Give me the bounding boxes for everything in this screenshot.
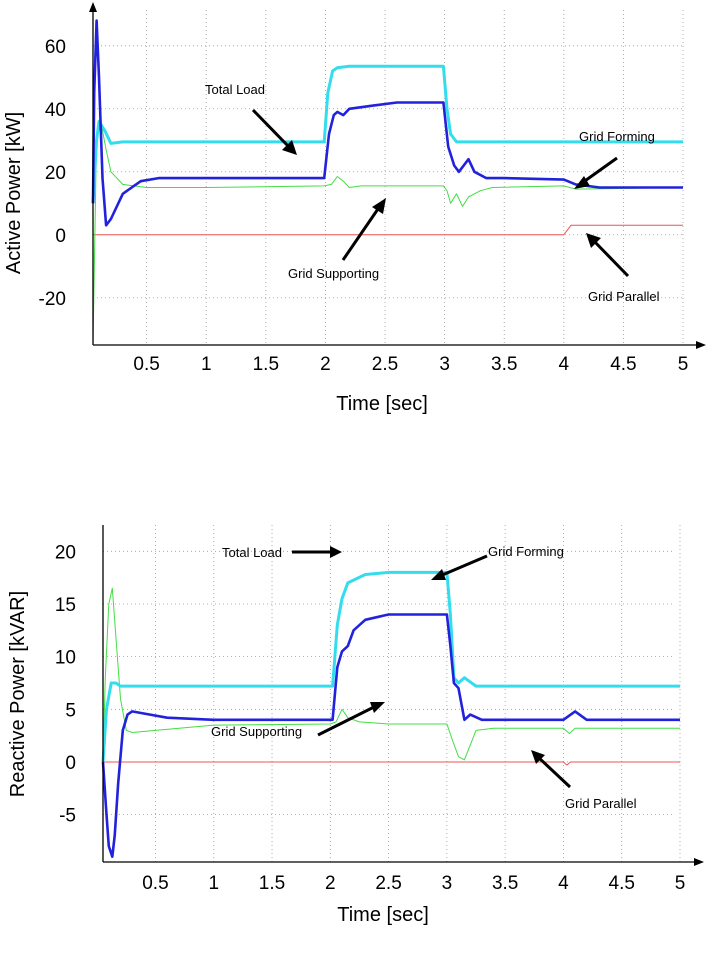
reactive-power-x-axis-arrow <box>694 858 704 866</box>
annotation-total-load: Total Load <box>222 545 282 560</box>
active-power-y-tick-label: 60 <box>45 37 66 58</box>
reactive-power-series-grid-parallel <box>103 761 680 766</box>
active-power-annotations: Total Load Grid Forming Grid Supporting … <box>205 82 660 304</box>
reactive-power-x-tick-label: 3.5 <box>492 873 518 894</box>
reactive-power-y-tick-label: 10 <box>55 648 76 669</box>
reactive-power-y-axis-label: Reactive Power [kVAR] <box>7 591 29 797</box>
active-power-series <box>91 19 684 346</box>
active-power-x-tick-label: 1 <box>201 354 212 375</box>
active-power-x-tick-label: 3.5 <box>491 354 517 375</box>
active-power-y-tick-label: 20 <box>45 163 66 184</box>
reactive-power-x-tick-label: 3 <box>442 873 453 894</box>
annotation-grid-forming: Grid Forming <box>488 544 564 559</box>
reactive-power-series-grid-forming <box>101 613 680 858</box>
annotation-grid-parallel-arrow <box>536 755 572 789</box>
reactive-power-y-tick-label: 15 <box>55 595 76 616</box>
arrowhead <box>330 546 342 558</box>
active-power-x-tick-label: 3 <box>439 354 450 375</box>
annotation-grid-forming: Grid Forming <box>579 129 655 144</box>
active-power-x-axis-label: Time [sec] <box>336 393 428 415</box>
annotation-grid-forming-arrow <box>581 156 618 185</box>
active-power-axes <box>89 2 706 349</box>
arrowhead <box>372 198 386 214</box>
active-power-x-tick-label: 2.5 <box>372 354 398 375</box>
annotation-grid-supporting-arrow <box>317 704 377 737</box>
reactive-power-x-tick-label: 4 <box>558 873 569 894</box>
annotation-grid-parallel: Grid Parallel <box>588 289 660 304</box>
active-power-series-grid-forming <box>91 19 683 227</box>
reactive-power-y-tick-label: -5 <box>59 806 76 827</box>
annotation-grid-supporting-arrow <box>341 205 382 261</box>
arrowhead <box>574 176 590 189</box>
reactive-power-chart: 0.5 1 1.5 2 2.5 3 3.5 4 4.5 5 20 15 10 5 0 -5 Time [se… <box>7 525 704 926</box>
active-power-x-tick-label: 4 <box>559 354 570 375</box>
reactive-power-x-axis-label: Time [sec] <box>337 904 429 926</box>
annotation-total-load: Total Load <box>205 82 265 97</box>
active-power-x-tick-label: 1.5 <box>253 354 279 375</box>
reactive-power-y-tick-label: 5 <box>65 700 76 721</box>
reactive-power-x-tick-label: 5 <box>675 873 686 894</box>
active-power-y-axis-arrow <box>89 2 97 12</box>
reactive-power-x-tick-labels: 0.5 1 1.5 2 2.5 3 3.5 4 4.5 5 <box>142 873 685 894</box>
annotation-grid-parallel: Grid Parallel <box>565 796 637 811</box>
active-power-x-tick-label: 5 <box>678 354 689 375</box>
reactive-power-series <box>101 570 680 858</box>
annotation-grid-forming-arrow <box>439 554 488 578</box>
reactive-power-y-tick-label: 20 <box>55 542 76 563</box>
annotation-total-load-arrow <box>251 108 292 150</box>
reactive-power-gridlines <box>103 525 681 862</box>
active-power-series-grid-parallel <box>93 224 683 236</box>
reactive-power-x-tick-label: 1 <box>208 873 219 894</box>
reactive-power-x-tick-label: 1.5 <box>259 873 285 894</box>
active-power-x-tick-label: 2 <box>320 354 331 375</box>
arrowhead <box>282 140 297 155</box>
active-power-chart: 0.5 1 1.5 2 2.5 3 3.5 4 4.5 5 60 40 20 0 -20 Time [se… <box>3 2 706 415</box>
active-power-series-total-load <box>91 64 683 204</box>
annotation-grid-supporting: Grid Supporting <box>211 724 302 739</box>
annotation-grid-parallel-arrow <box>591 238 630 278</box>
reactive-power-annotations: Total Load Grid Forming Grid Supporting … <box>211 544 637 811</box>
active-power-x-tick-label: 4.5 <box>610 354 636 375</box>
reactive-power-series-grid-supporting <box>102 587 680 763</box>
active-power-y-tick-labels: 60 40 20 0 -20 <box>39 37 66 310</box>
reactive-power-series-total-load <box>101 570 680 763</box>
arrowhead <box>370 702 385 713</box>
reactive-power-x-tick-label: 2.5 <box>375 873 401 894</box>
active-power-x-tick-labels: 0.5 1 1.5 2 2.5 3 3.5 4 4.5 5 <box>133 354 688 375</box>
reactive-power-x-tick-label: 4.5 <box>609 873 635 894</box>
reactive-power-x-tick-label: 0.5 <box>142 873 168 894</box>
reactive-power-y-tick-label: 0 <box>65 753 76 774</box>
active-power-y-tick-label: 0 <box>55 226 66 247</box>
reactive-power-axes <box>102 525 704 866</box>
arrowhead <box>531 750 545 764</box>
active-power-y-tick-label: 40 <box>45 100 66 121</box>
active-power-x-tick-label: 0.5 <box>133 354 159 375</box>
reactive-power-x-tick-label: 2 <box>325 873 336 894</box>
annotation-grid-supporting: Grid Supporting <box>288 266 379 281</box>
active-power-series-grid-supporting <box>92 124 684 346</box>
arrowhead <box>431 569 446 580</box>
reactive-power-y-tick-labels: 20 15 10 5 0 -5 <box>55 542 76 826</box>
active-power-y-tick-label: -20 <box>39 289 66 310</box>
arrowhead <box>586 233 601 248</box>
active-power-x-axis-arrow <box>696 341 706 349</box>
active-power-y-axis-label: Active Power [kW] <box>3 112 25 274</box>
